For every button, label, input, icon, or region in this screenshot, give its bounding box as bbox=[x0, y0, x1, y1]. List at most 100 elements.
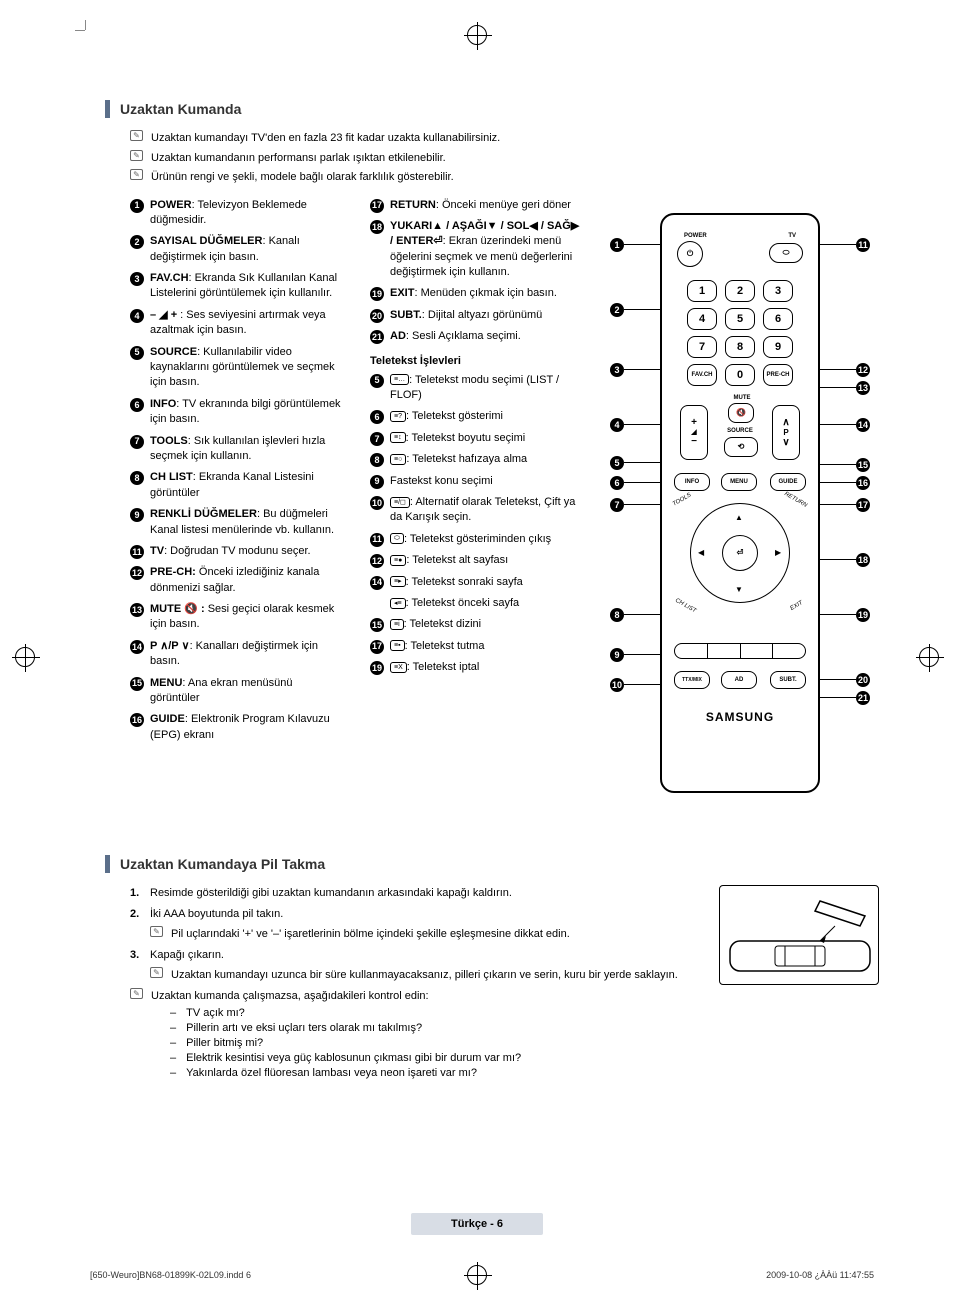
down-arrow: ▼ bbox=[735, 585, 743, 594]
step-num: 2. bbox=[130, 906, 150, 923]
teletext-icon: ≡↕ bbox=[390, 432, 406, 443]
section2-text: 1.Resimde gösterildiği gibi uzaktan kuma… bbox=[130, 885, 704, 1082]
item-number: 6 bbox=[130, 398, 144, 412]
check-text: TV açık mı? bbox=[186, 1007, 245, 1019]
item-text: SOURCE: Kullanılabilir video kaynakların… bbox=[150, 345, 345, 391]
info-button: INFO bbox=[674, 473, 710, 491]
list-item: 5≡…: Teletekst modu seçimi (LIST / FLOF) bbox=[370, 373, 585, 404]
item-number: 15 bbox=[370, 618, 384, 632]
item-text: Fastekst konu seçimi bbox=[390, 474, 585, 489]
check-item: Elektrik kesintisi veya güç kablosunun ç… bbox=[170, 1052, 704, 1064]
document-footer: [650-Weuro]BN68-01899K-02L09.indd 6 2009… bbox=[90, 1270, 874, 1280]
list-item: 11TV: Doğrudan TV modunu seçer. bbox=[130, 544, 345, 559]
battery-diagram bbox=[719, 885, 879, 985]
teletext-header: Teletekst İşlevleri bbox=[370, 355, 585, 367]
exit-label: EXIT bbox=[789, 600, 804, 612]
brand-label: SAMSUNG bbox=[662, 710, 818, 724]
registration-mark-left bbox=[15, 647, 35, 667]
battery-svg bbox=[720, 886, 880, 986]
item-number: 20 bbox=[370, 309, 384, 323]
columns: 1POWER: Televizyon Beklemede düğmesidir.… bbox=[130, 198, 879, 813]
item-number: 6 bbox=[370, 410, 384, 424]
callout-num: 7 bbox=[610, 498, 624, 512]
color-buttons bbox=[674, 643, 806, 659]
item-number: 16 bbox=[130, 713, 144, 727]
item-number: 14 bbox=[130, 640, 144, 654]
item-number: 5 bbox=[130, 346, 144, 360]
item-text: MENU: Ana ekran menüsünü görüntüler bbox=[150, 676, 345, 707]
step-text: İki AAA boyutunda pil takın. bbox=[150, 906, 283, 923]
item-number: 9 bbox=[370, 475, 384, 489]
num-9: 9 bbox=[763, 336, 793, 358]
callout-num: 16 bbox=[856, 476, 870, 490]
list-item: 8CH LIST: Ekranda Kanal Listesini görünt… bbox=[130, 470, 345, 501]
power-button: ⏻ bbox=[677, 241, 703, 267]
teletext-icon: ≡? bbox=[390, 411, 406, 422]
list-item: 7≡↕: Teletekst boyutu seçimi bbox=[370, 431, 585, 446]
list-item: 17RETURN: Önceki menüye geri döner bbox=[370, 198, 585, 213]
page-footer: Türkçe - 6 bbox=[0, 1213, 954, 1235]
list-item: 9 Fastekst konu seçimi bbox=[370, 474, 585, 489]
item-number: 2 bbox=[130, 235, 144, 249]
item-text: EXIT: Menüden çıkmak için basın. bbox=[390, 286, 585, 301]
check-item: TV açık mı? bbox=[170, 1007, 704, 1019]
item-text: ≡▸: Teletekst sonraki sayfa bbox=[390, 575, 585, 590]
enter-button: ⏎ bbox=[722, 535, 758, 571]
teletext-icon: ⬭ bbox=[390, 533, 404, 544]
num-1: 1 bbox=[687, 280, 717, 302]
teletext-icon: ◂≡ bbox=[390, 598, 406, 609]
item-text: ≡/◻: Alternatif olarak Teletekst, Çift y… bbox=[390, 495, 585, 526]
item-text: INFO: TV ekranında bilgi görüntülemek iç… bbox=[150, 397, 345, 428]
note-text: Uzaktan kumandayı TV'den en fazla 23 fit… bbox=[151, 130, 500, 147]
list-item: 2SAYISAL DÜĞMELER: Kanalı değiştirmek iç… bbox=[130, 234, 345, 265]
item-text: ◂≡: Teletekst önceki sayfa bbox=[390, 596, 585, 611]
item-number: 11 bbox=[370, 533, 384, 547]
item-text: PRE-CH: Önceki izlediğiniz kanala dönmen… bbox=[150, 565, 345, 596]
callout-num: 10 bbox=[610, 678, 624, 692]
note-icon: ✎ bbox=[150, 967, 163, 978]
source-button: ⟲ bbox=[724, 437, 758, 457]
section-bar bbox=[105, 855, 110, 873]
check-item: Pillerin artı ve eksi uçları ters olarak… bbox=[170, 1022, 704, 1034]
list-item: 14P ∧/P ∨: Kanalları değiştirmek için ba… bbox=[130, 639, 345, 670]
teletext-icon: ≡i bbox=[390, 619, 404, 630]
check-item: Piller bitmiş mi? bbox=[170, 1037, 704, 1049]
callout-num: 3 bbox=[610, 363, 624, 377]
prech-button: PRE-CH bbox=[763, 364, 793, 386]
callout-num: 2 bbox=[610, 303, 624, 317]
item-number: 19 bbox=[370, 287, 384, 301]
item-text: AD: Sesli Açıklama seçimi. bbox=[390, 329, 585, 344]
item-number: 14 bbox=[370, 576, 384, 590]
section-title: Uzaktan Kumandaya Pil Takma bbox=[120, 856, 325, 872]
list-item: 12 PRE-CH: Önceki izlediğiniz kanala dönm… bbox=[130, 565, 345, 596]
callout-num: 5 bbox=[610, 456, 624, 470]
callout-num: 17 bbox=[856, 498, 870, 512]
item-number: 18 bbox=[370, 220, 384, 234]
list-item: 18YUKARI▲ / AŞAĞI▼ / SOL◀ / SAĞ▶ / ENTER… bbox=[370, 219, 585, 281]
item-text: ≡○: Teletekst hafızaya alma bbox=[390, 452, 585, 467]
main-content: Uzaktan Kumanda ✎Uzaktan kumandayı TV'de… bbox=[105, 100, 879, 813]
chlist-label: CH LIST bbox=[674, 597, 697, 614]
item-text: ⬭: Teletekst gösteriminden çıkış bbox=[390, 532, 585, 547]
doc-timestamp: 2009-10-08 ¿ÀÀü 11:47:55 bbox=[766, 1270, 874, 1280]
num-4: 4 bbox=[687, 308, 717, 330]
item-number: 12 bbox=[130, 566, 144, 580]
item-number: 5 bbox=[370, 374, 384, 388]
registration-mark-right bbox=[919, 647, 939, 667]
teletext-icon: ≡▸ bbox=[390, 576, 406, 587]
item-number: 9 bbox=[130, 508, 144, 522]
menu-button: MENU bbox=[721, 473, 757, 491]
list-item: 11 ⬭: Teletekst gösteriminden çıkış bbox=[370, 532, 585, 547]
list-item: 15MENU: Ana ekran menüsünü görüntüler bbox=[130, 676, 345, 707]
item-text: SUBT.: Dijital altyazı görünümü bbox=[390, 308, 585, 323]
item-text: RETURN: Önceki menüye geri döner bbox=[390, 198, 585, 213]
teletext-icon: ≡● bbox=[390, 555, 406, 566]
step-text: Resimde gösterildiği gibi uzaktan kumand… bbox=[150, 885, 512, 902]
list-item: 10≡/◻: Alternatif olarak Teletekst, Çift… bbox=[370, 495, 585, 526]
item-number: 1 bbox=[130, 199, 144, 213]
tv-label: TV bbox=[788, 233, 796, 239]
check-text: Piller bitmiş mi? bbox=[186, 1037, 263, 1049]
list-item: 17≡▪: Teletekst tutma bbox=[370, 639, 585, 654]
ttxmix-button: TTX/MIX bbox=[674, 671, 710, 689]
check-intro: Uzaktan kumanda çalışmazsa, aşağıdakiler… bbox=[151, 988, 429, 1005]
